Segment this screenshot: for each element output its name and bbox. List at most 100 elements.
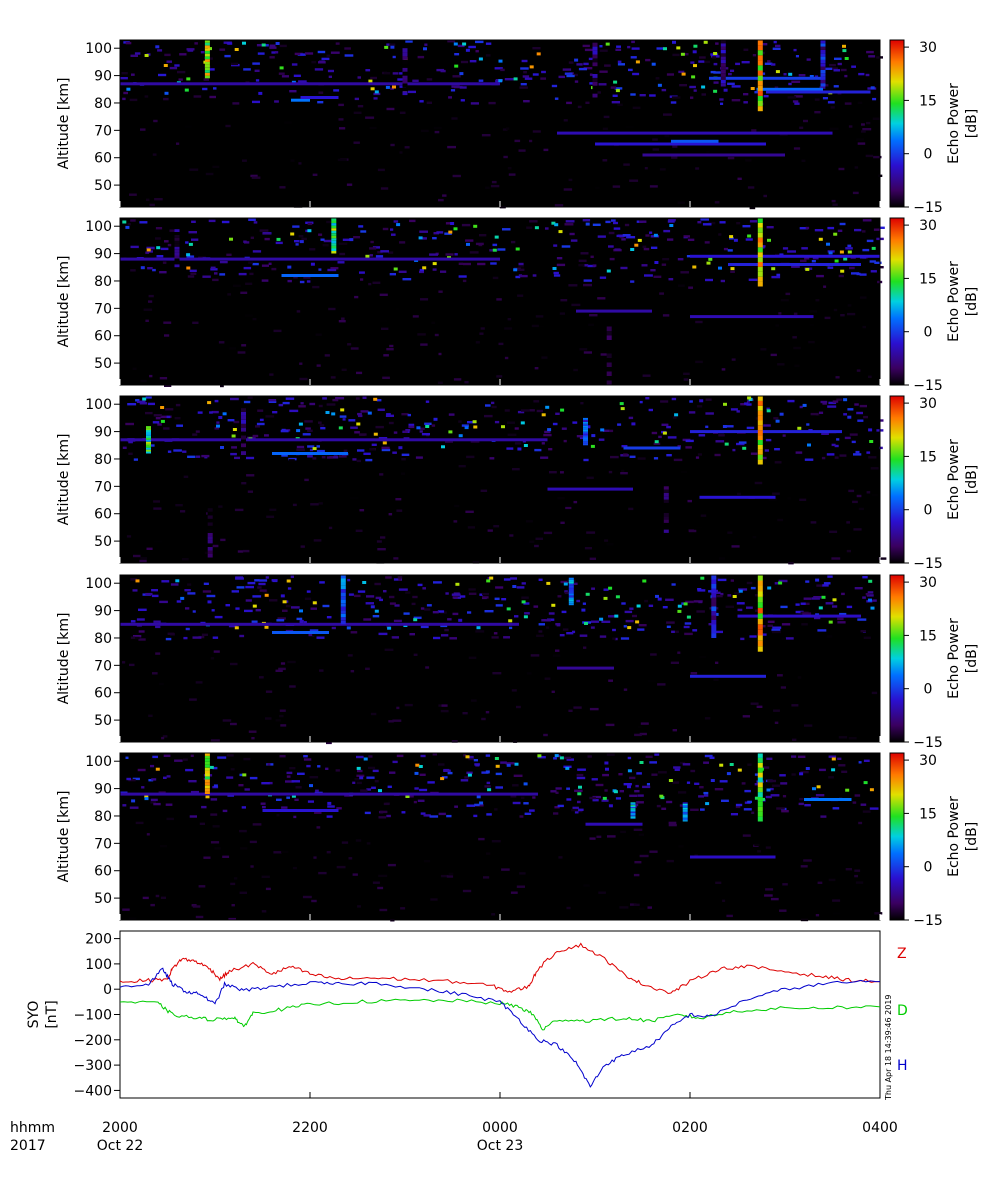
echo-cell xyxy=(663,489,669,493)
echo-cell xyxy=(642,245,647,248)
echo-cell xyxy=(735,62,740,66)
echo-cell xyxy=(226,253,232,256)
echo-cell xyxy=(606,376,612,381)
echo-cell xyxy=(682,806,688,808)
echo-cell xyxy=(787,399,795,403)
echo-cell xyxy=(815,914,820,917)
echo-cell xyxy=(757,252,763,258)
echo-cell xyxy=(540,456,549,459)
echo-cell xyxy=(175,504,183,507)
echo-cell xyxy=(571,303,581,307)
y-tick-label: −100 xyxy=(74,1008,112,1024)
echo-cell xyxy=(405,591,411,594)
echo-cell xyxy=(259,676,264,679)
echo-cell xyxy=(128,917,137,920)
echo-cell xyxy=(778,312,782,315)
echo-cell xyxy=(757,607,763,614)
echo-cell xyxy=(663,519,669,523)
echo-cell xyxy=(509,626,513,630)
echo-cell xyxy=(804,458,814,461)
echo-cell xyxy=(216,421,220,424)
echo-cell xyxy=(658,771,667,774)
echo-cell xyxy=(273,851,282,854)
echo-cell xyxy=(708,257,713,261)
echo-cell xyxy=(135,821,144,825)
echo-cell xyxy=(224,54,231,58)
echo-cell xyxy=(630,93,636,96)
echo-cell xyxy=(663,113,672,116)
echo-cell xyxy=(844,102,852,105)
echo-cell xyxy=(472,420,477,424)
echo-cell xyxy=(727,594,732,597)
y-tick-label: 50 xyxy=(94,356,112,372)
echo-cell xyxy=(869,260,876,263)
y-tick-label: 100 xyxy=(85,219,112,235)
echo-cell xyxy=(377,408,385,411)
echo-cell xyxy=(319,424,325,427)
echo-layer-4 xyxy=(623,446,681,450)
echo-cell xyxy=(447,771,453,775)
echo-cell xyxy=(799,405,803,409)
echo-column-2 xyxy=(757,753,763,822)
echo-cell xyxy=(613,80,618,84)
echo-cell xyxy=(433,581,442,584)
echo-cell xyxy=(160,896,166,899)
echo-cell xyxy=(560,521,565,524)
echo-cell xyxy=(146,445,151,448)
echo-cell xyxy=(714,788,724,791)
echo-cell xyxy=(577,105,582,109)
echo-cell xyxy=(771,628,781,632)
echo-cell xyxy=(564,590,568,593)
echo-cell xyxy=(465,48,470,52)
echo-cell xyxy=(627,626,632,630)
echo-cell xyxy=(504,327,513,330)
echo-cell xyxy=(526,226,533,229)
echo-column-4 xyxy=(592,42,598,98)
echo-cell xyxy=(556,257,563,260)
echo-cell xyxy=(599,276,607,279)
echo-cell xyxy=(606,269,611,273)
echo-cell xyxy=(326,220,333,224)
echo-cell xyxy=(225,604,230,607)
echo-cell xyxy=(446,814,452,818)
echo-cell xyxy=(823,285,827,288)
echo-cell xyxy=(458,465,466,468)
echo-cell xyxy=(817,629,827,632)
echo-cell xyxy=(647,679,656,683)
echo-cell xyxy=(204,782,210,786)
echo-cell xyxy=(140,128,146,131)
echo-cell xyxy=(791,755,797,758)
echo-cell xyxy=(453,520,458,523)
echo-cell xyxy=(256,422,265,426)
echo-cell xyxy=(774,86,779,89)
echo-cell xyxy=(872,117,880,120)
echo-cell xyxy=(634,790,640,793)
echo-cell xyxy=(298,80,307,83)
echo-cell xyxy=(486,852,491,855)
echo-cell xyxy=(225,124,231,128)
echo-cell xyxy=(630,817,636,819)
echo-cell xyxy=(346,626,351,630)
echo-cell xyxy=(585,101,590,104)
echo-column-3 xyxy=(757,396,763,465)
echo-cell xyxy=(606,349,612,354)
echo-cell xyxy=(383,354,389,357)
echo-cell xyxy=(505,762,515,765)
echo-cell xyxy=(657,83,662,87)
echo-cell xyxy=(772,626,782,629)
echo-cell xyxy=(809,323,815,326)
y-tick-label: 60 xyxy=(94,329,112,345)
echo-cell xyxy=(307,800,314,803)
echo-cell xyxy=(259,229,269,232)
echo-cell xyxy=(387,785,392,788)
echo-cell xyxy=(809,310,818,313)
echo-cell xyxy=(747,186,755,189)
echo-cell xyxy=(146,433,151,436)
echo-cell xyxy=(148,294,154,298)
colorbar-tick-label: 30 xyxy=(919,753,937,769)
echo-cell xyxy=(370,87,375,91)
echo-layer-2 xyxy=(262,809,339,812)
echo-cell xyxy=(275,51,279,54)
echo-cell xyxy=(713,81,719,84)
echo-cell xyxy=(404,146,410,149)
